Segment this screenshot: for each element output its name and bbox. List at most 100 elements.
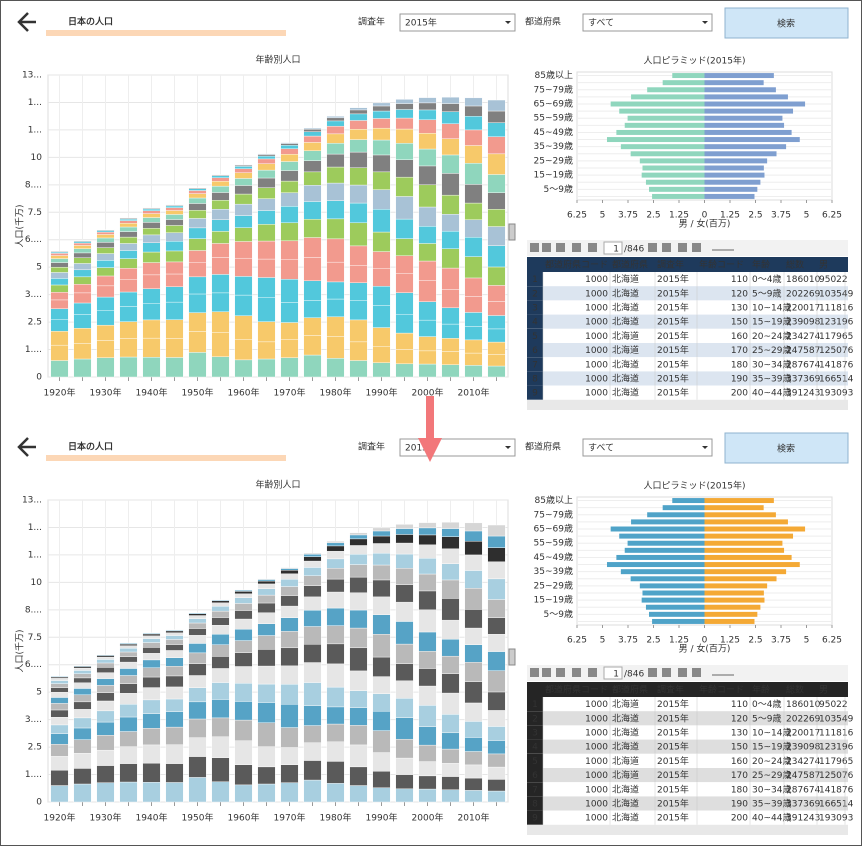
bar-segment	[258, 584, 275, 589]
table-cell: 170	[731, 771, 748, 781]
bar-segment	[212, 737, 229, 758]
bar-segment	[465, 790, 482, 802]
splitter-handle[interactable]	[509, 649, 515, 665]
table-cell: 123196	[819, 318, 854, 328]
bar-segment	[350, 535, 367, 539]
bar-segment	[235, 720, 252, 741]
table-cell: 1000	[585, 346, 608, 356]
chart-title: 年齢別人口	[255, 479, 300, 491]
table-cell: 125076	[819, 771, 854, 781]
bar-segment	[350, 168, 367, 185]
bar-segment	[488, 579, 505, 600]
toolbar-button[interactable]	[692, 243, 701, 252]
bar-segment	[373, 118, 390, 128]
bar-segment	[373, 172, 390, 190]
toolbar-button[interactable]	[542, 668, 551, 677]
splitter-handle[interactable]	[509, 224, 515, 240]
bar-segment	[258, 359, 275, 377]
bar-segment	[442, 537, 459, 549]
toolbar-button[interactable]	[678, 243, 687, 252]
bar-segment	[258, 603, 275, 613]
bar-segment	[166, 645, 183, 651]
bar-segment	[304, 301, 321, 318]
bar-segment	[419, 528, 436, 535]
bar-segment	[304, 586, 321, 597]
bar-segment	[143, 714, 160, 728]
pyramid-bar	[672, 498, 704, 503]
pyramid-bar	[705, 137, 800, 142]
bar-segment	[488, 316, 505, 329]
bar-segment	[189, 189, 206, 191]
x-tick-label: 1980年	[320, 812, 352, 824]
pyramid-bar	[705, 94, 788, 99]
bar-segment	[327, 336, 344, 358]
bar-segment	[74, 263, 91, 269]
toolbar-button[interactable]	[556, 243, 565, 252]
bar-segment	[212, 718, 229, 737]
table-cell: 5～9歳	[752, 287, 781, 299]
toolbar-button[interactable]	[572, 243, 581, 252]
pyramid-bar	[705, 498, 774, 503]
pyramid-bar	[705, 619, 755, 624]
toolbar-button[interactable]	[556, 668, 565, 677]
toolbar-button[interactable]	[662, 243, 671, 252]
bar-segment	[396, 99, 413, 103]
bar-segment	[143, 688, 160, 700]
bar-segment	[304, 610, 321, 626]
bar-segment	[442, 549, 459, 564]
bar-segment	[166, 650, 183, 657]
bar-segment	[97, 254, 114, 261]
bar-segment	[281, 223, 298, 241]
bar-segment	[189, 277, 206, 294]
bar-segment	[281, 323, 298, 340]
bar-segment	[419, 686, 436, 705]
bar-segment	[166, 287, 183, 302]
pyramid-bar	[640, 583, 705, 588]
bar-segment	[488, 634, 505, 651]
x-tick-label: 5	[600, 211, 606, 221]
bar-segment	[97, 242, 114, 247]
bar-segment	[350, 129, 367, 139]
table-cell: 190	[731, 800, 748, 810]
toolbar-button[interactable]	[588, 243, 597, 252]
bar-segment	[442, 289, 459, 307]
bar-segment	[396, 314, 413, 333]
toolbar-button[interactable]	[530, 668, 539, 677]
table-cell: 北海道	[612, 302, 639, 314]
x-tick-label: 2.5	[748, 211, 762, 221]
bar-segment	[258, 624, 275, 636]
bar-segment	[51, 770, 68, 785]
bar-segment	[442, 749, 459, 763]
bar-segment	[350, 361, 367, 377]
bar-segment	[166, 274, 183, 287]
column-header: 年齢コード	[699, 684, 744, 696]
toolbar-button[interactable]	[648, 668, 657, 677]
bar-segment	[212, 618, 229, 626]
bar-segment	[235, 166, 252, 168]
pyramid-bar	[611, 102, 705, 107]
toolbar-button[interactable]	[662, 668, 671, 677]
toolbar-button[interactable]	[678, 668, 687, 677]
y-tick-label: 1...	[28, 125, 42, 135]
bar-segment	[74, 666, 91, 668]
toolbar-button[interactable]	[692, 668, 701, 677]
pyramid-bar	[705, 116, 783, 121]
table-cell: 166514	[819, 800, 854, 810]
bar-segment	[373, 536, 390, 543]
bar-segment	[419, 149, 436, 166]
bar-segment	[373, 111, 390, 118]
toolbar-button[interactable]	[648, 243, 657, 252]
toolbar-button[interactable]	[542, 243, 551, 252]
bar-segment	[189, 664, 206, 676]
toolbar-button[interactable]	[588, 668, 597, 677]
bar-segment	[442, 195, 459, 214]
toolbar-button[interactable]	[572, 668, 581, 677]
bar-segment	[373, 711, 390, 730]
toolbar-button[interactable]	[530, 243, 539, 252]
pyramid-category-label: 55~59歳	[534, 537, 573, 549]
bar-segment	[120, 657, 137, 662]
pyramid-category-label: 65~69歳	[534, 523, 573, 535]
bar-segment	[143, 228, 160, 235]
bar-segment	[143, 303, 160, 320]
pyramid-bar	[663, 80, 705, 85]
